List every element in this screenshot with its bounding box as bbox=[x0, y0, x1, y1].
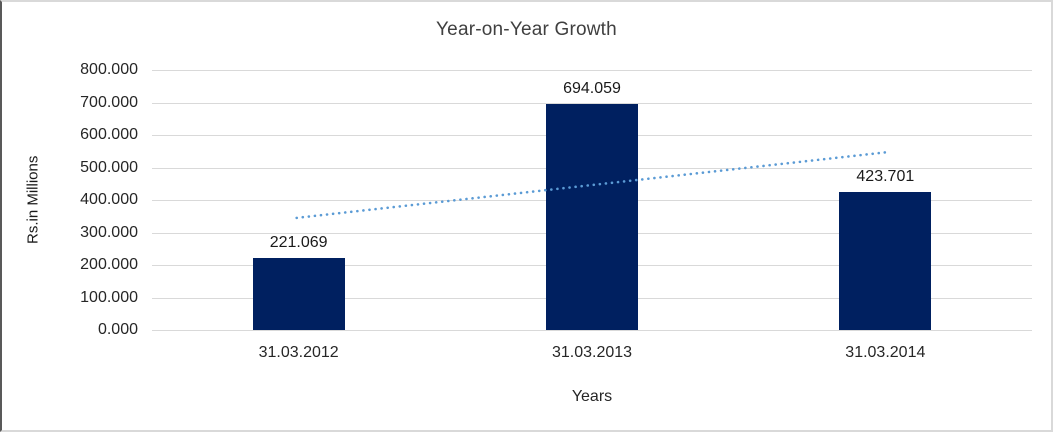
y-tick-label: 200.000 bbox=[80, 256, 138, 273]
trendline bbox=[295, 150, 890, 220]
x-axis-title: Years bbox=[571, 388, 613, 405]
bar-31.03.2013 bbox=[546, 104, 638, 330]
bar-31.03.2012 bbox=[252, 258, 345, 330]
gridline bbox=[152, 102, 1032, 104]
y-tick-label: 100.000 bbox=[80, 288, 138, 306]
x-tick-label: 31.03.2014 bbox=[845, 344, 926, 361]
bar-value-label: 221.069 bbox=[269, 234, 328, 252]
y-tick-label: 0.000 bbox=[97, 321, 138, 338]
y-tick-label: 600.000 bbox=[80, 126, 138, 143]
x-tick-label: 31.03.2013 bbox=[551, 344, 633, 361]
bar-31.03.2014 bbox=[839, 192, 932, 330]
bar-value-label: 694.059 bbox=[563, 80, 621, 98]
chart-title: Year-on-Year Growth bbox=[436, 19, 617, 40]
gridline bbox=[152, 70, 1032, 71]
gridline bbox=[152, 330, 1032, 331]
x-tick-label: 31.03.2012 bbox=[258, 344, 339, 361]
y-tick-label: 500.000 bbox=[80, 158, 138, 176]
plot-area: 221.069 694.059 423.701 bbox=[152, 70, 1032, 331]
y-tick-label: 300.000 bbox=[80, 223, 138, 241]
y-tick-label: 400.000 bbox=[80, 191, 138, 208]
y-tick-label: 700.000 bbox=[80, 93, 138, 111]
bar-value-label: 423.701 bbox=[856, 168, 915, 186]
y-tick-label: 800.000 bbox=[80, 61, 138, 78]
